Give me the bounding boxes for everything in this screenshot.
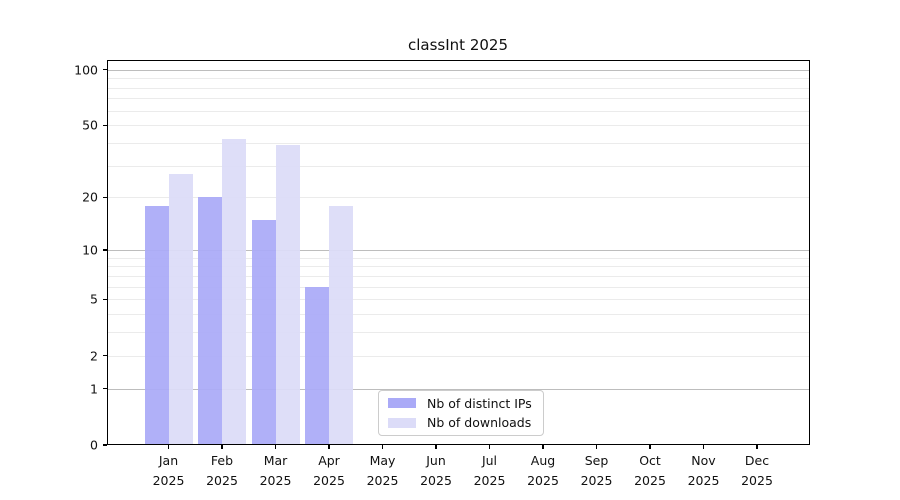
x-tick-label: Jun 2025 <box>420 451 452 491</box>
gridline-minor <box>107 275 810 277</box>
y-tick-label: 1 <box>90 381 98 397</box>
x-tick-label: Feb 2025 <box>206 451 238 491</box>
x-tick-year: 2025 <box>634 472 666 488</box>
x-tick-year: 2025 <box>527 472 559 488</box>
x-tick-label: Jul 2025 <box>474 451 506 491</box>
gridline-minor <box>107 98 810 100</box>
x-tick <box>649 445 651 449</box>
gridline-minor <box>107 125 810 127</box>
bar-downloads <box>329 205 353 445</box>
y-tick <box>103 355 107 357</box>
x-tick <box>274 445 277 449</box>
y-tick-label: 5 <box>90 291 98 307</box>
legend-label-distinct-ips: Nb of distinct IPs <box>427 395 532 411</box>
gridline-major <box>107 250 810 251</box>
bar-distinct-ips <box>251 219 276 445</box>
legend-item-downloads: Nb of downloads <box>388 415 534 432</box>
gridline-minor <box>107 299 810 301</box>
gridline-minor <box>107 110 810 112</box>
y-tick <box>103 249 107 251</box>
x-tick-year: 2025 <box>580 472 613 488</box>
gridline-minor <box>107 257 810 259</box>
x-tick <box>595 445 598 449</box>
x-tick-year: 2025 <box>473 472 506 488</box>
x-tick-label: Jan 2025 <box>153 451 185 491</box>
legend-item-distinct-ips: Nb of distinct IPs <box>388 395 534 412</box>
y-tick <box>103 196 107 198</box>
y-tick-label: 0 <box>90 437 98 453</box>
bar-downloads <box>168 174 193 445</box>
gridline-minor <box>107 332 810 334</box>
bar-downloads <box>222 139 246 445</box>
bar-distinct-ips <box>144 205 169 445</box>
y-tick <box>103 298 107 300</box>
x-tick-year: 2025 <box>366 472 399 488</box>
x-tick-year: 2025 <box>313 472 345 488</box>
gridline-minor <box>107 165 810 167</box>
x-tick <box>167 445 170 449</box>
x-tick <box>702 445 705 449</box>
x-tick-label: Oct 2025 <box>634 451 666 491</box>
x-tick <box>381 445 384 449</box>
bar-distinct-ips <box>305 286 329 445</box>
x-tick-label: Mar 2025 <box>260 451 292 491</box>
x-tick-year: 2025 <box>687 472 720 488</box>
x-tick-year: 2025 <box>741 472 773 488</box>
y-tick <box>103 444 107 446</box>
legend-swatch-distinct-ips <box>388 398 416 409</box>
bar-downloads <box>275 145 300 445</box>
x-tick-label: May 2025 <box>367 451 399 491</box>
bar-distinct-ips <box>198 197 222 445</box>
x-tick-label: Sep 2025 <box>581 451 613 491</box>
y-tick <box>103 69 107 71</box>
x-tick <box>328 445 330 449</box>
gridline-minor <box>107 143 810 145</box>
chart-title: classInt 2025 <box>408 36 508 54</box>
x-tick-label: Aug 2025 <box>527 451 559 491</box>
x-tick <box>756 445 758 449</box>
legend-label-downloads: Nb of downloads <box>427 415 532 431</box>
gridline-minor <box>107 266 810 268</box>
x-tick-label: Dec 2025 <box>741 451 773 491</box>
gridline-minor <box>107 197 810 199</box>
gridline-major <box>107 388 810 390</box>
x-tick <box>435 445 437 449</box>
x-tick <box>542 445 544 449</box>
y-tick-label: 20 <box>82 189 98 205</box>
x-tick-year: 2025 <box>152 472 185 488</box>
gridline-major <box>107 69 810 71</box>
x-tick-label: Nov 2025 <box>688 451 720 491</box>
y-tick-label: 10 <box>82 242 98 258</box>
gridline-minor <box>107 286 810 288</box>
y-tick <box>103 124 107 126</box>
gridline-minor <box>107 87 810 89</box>
x-tick-year: 2025 <box>206 472 238 488</box>
gridline-minor <box>107 78 810 80</box>
gridline-minor <box>107 355 810 357</box>
x-tick <box>221 445 223 449</box>
x-tick-year: 2025 <box>259 472 292 488</box>
legend-swatch-downloads <box>388 417 416 428</box>
x-tick-label: Apr 2025 <box>313 451 345 491</box>
y-tick-label: 100 <box>74 62 98 78</box>
y-tick <box>103 388 107 390</box>
legend: Nb of distinct IPs Nb of downloads <box>378 390 544 436</box>
y-tick-label: 2 <box>90 348 98 364</box>
x-tick <box>488 445 491 449</box>
x-tick-year: 2025 <box>420 472 452 488</box>
gridline-minor <box>107 314 810 316</box>
y-tick-label: 50 <box>82 117 98 133</box>
